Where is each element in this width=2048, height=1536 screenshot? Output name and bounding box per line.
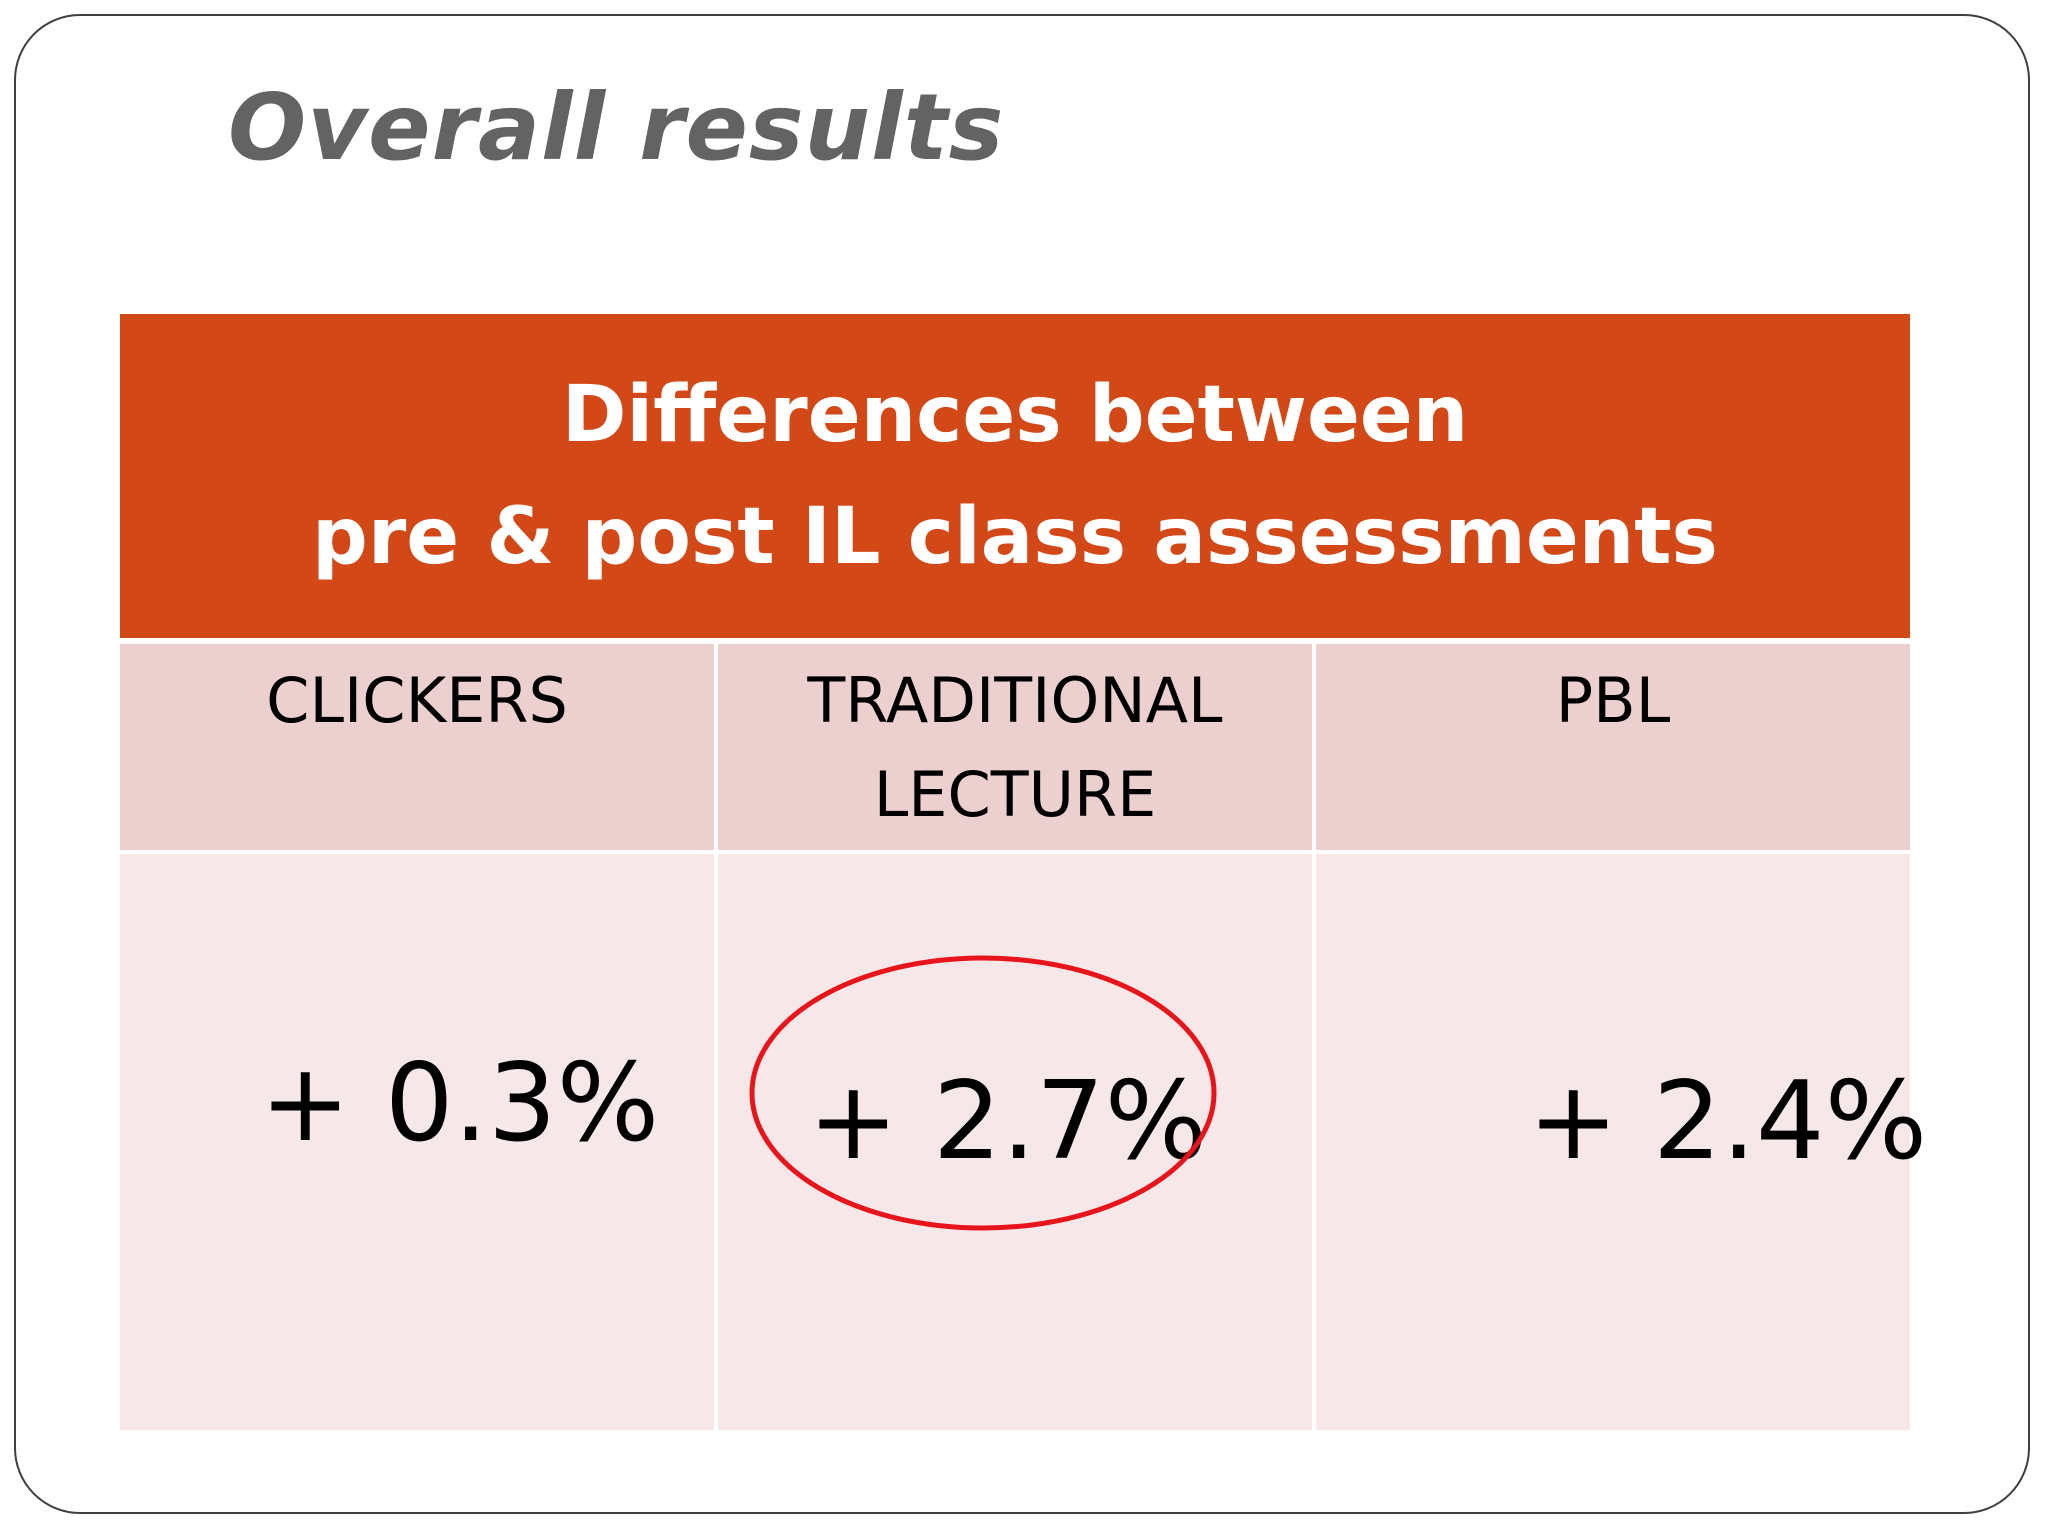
column-header-pbl: PBL xyxy=(1316,644,1910,850)
column-header-label: LECTURE xyxy=(873,758,1157,831)
table-header-line-2: pre & post IL class assessments xyxy=(312,492,1718,582)
column-header-label: CLICKERS xyxy=(266,664,568,737)
column-header-clickers: CLICKERS xyxy=(120,644,714,850)
column-header-label: PBL xyxy=(1555,664,1671,737)
column-header-traditional-lecture: TRADITIONAL LECTURE xyxy=(718,644,1312,850)
value-cell-traditional-lecture: + 2.7% xyxy=(718,854,1312,1430)
table-header-line-1: Differences between xyxy=(561,370,1469,460)
slide-title: Overall results xyxy=(228,74,1005,181)
table-header: Differences between pre & post IL class … xyxy=(120,314,1910,638)
value-pbl: + 2.4% xyxy=(1528,1059,1928,1184)
results-table: Differences between pre & post IL class … xyxy=(120,314,1927,1430)
value-cell-clickers: + 0.3% xyxy=(120,854,714,1430)
value-cell-pbl: + 2.4% xyxy=(1316,854,1927,1430)
highlight-circle xyxy=(749,955,1217,1231)
highlight-circle-ellipse xyxy=(749,955,1217,1231)
value-clickers: + 0.3% xyxy=(260,1041,660,1166)
value-traditional-lecture: + 2.7% xyxy=(808,1059,1208,1184)
column-header-label: TRADITIONAL xyxy=(807,664,1223,737)
